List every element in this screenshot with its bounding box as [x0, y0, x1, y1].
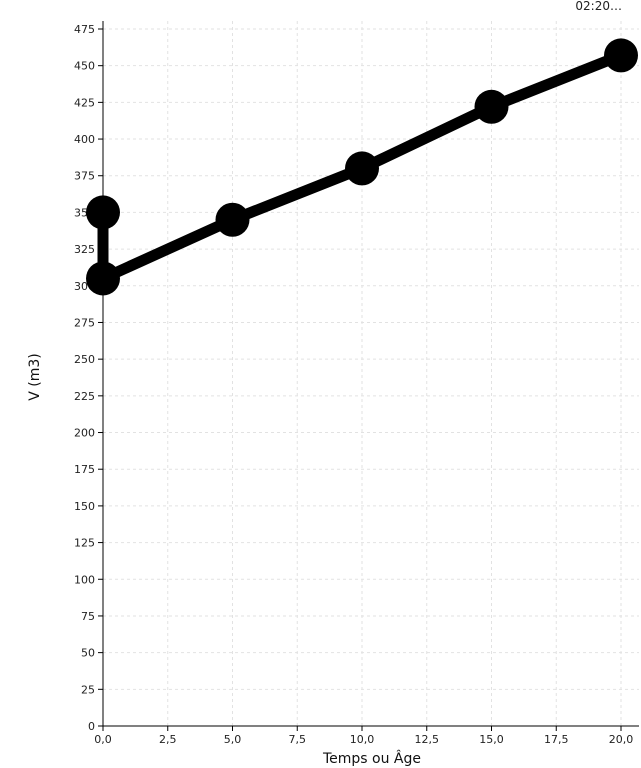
y-axis-title: V (m3) [27, 353, 43, 401]
x-tick-label: 10,0 [350, 733, 375, 746]
data-point [474, 89, 509, 124]
axes [102, 21, 639, 727]
y-tick-label: 400 [74, 133, 95, 146]
data-point [86, 261, 120, 296]
series [86, 38, 638, 296]
y-tick-label: 225 [74, 390, 95, 403]
x-tick-label: 5,0 [224, 733, 242, 746]
y-tick-label: 125 [74, 537, 95, 550]
y-tick-label: 50 [81, 647, 95, 660]
data-point [86, 195, 120, 230]
y-tick-label: 0 [88, 720, 95, 733]
y-tick-label: 75 [81, 610, 95, 623]
x-axis-ticks: 0,0 2,5 5,0 7,5 10,0 12,5 15,0 17,5 20,0 [94, 726, 633, 746]
y-tick-label: 250 [74, 353, 95, 366]
y-tick-label: 275 [74, 316, 95, 329]
x-tick-label: 0,0 [94, 733, 112, 746]
x-tick-label: 17,5 [544, 733, 569, 746]
y-tick-label: 175 [74, 463, 95, 476]
x-axis-title: Temps ou Âge [322, 749, 421, 767]
x-tick-label: 12,5 [415, 733, 440, 746]
x-tick-label: 7,5 [289, 733, 307, 746]
x-tick-label: 20,0 [609, 733, 634, 746]
y-tick-label: 25 [81, 683, 95, 696]
y-axis-ticks: 0255075100125150175200225250275300325350… [74, 23, 103, 733]
y-tick-label: 375 [74, 170, 95, 183]
y-tick-label: 325 [74, 243, 95, 256]
corner-label: 02:20… [575, 0, 622, 13]
data-point [345, 151, 379, 186]
y-tick-label: 100 [74, 573, 95, 586]
y-tick-label: 200 [74, 427, 95, 440]
data-point [215, 202, 250, 237]
y-tick-label: 425 [74, 96, 95, 109]
y-tick-label: 450 [74, 60, 95, 73]
y-tick-label: 150 [74, 500, 95, 513]
x-tick-label: 15,0 [479, 733, 504, 746]
data-point [604, 38, 638, 73]
y-tick-label: 475 [74, 23, 95, 36]
grid [103, 21, 639, 726]
x-tick-label: 2,5 [159, 733, 177, 746]
